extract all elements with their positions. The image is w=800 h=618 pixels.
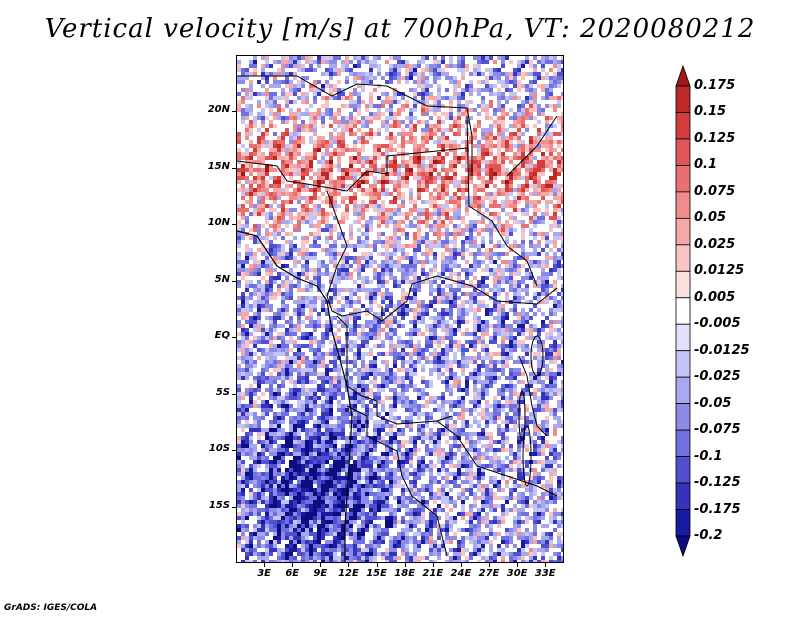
lon-tick bbox=[489, 563, 491, 567]
country-border bbox=[237, 147, 468, 192]
lon-label: 3E bbox=[257, 568, 271, 579]
lat-tick bbox=[232, 506, 236, 508]
colorbar-segment bbox=[675, 456, 691, 484]
colorbar-label: 0.15 bbox=[694, 104, 727, 120]
lat-tick bbox=[232, 393, 236, 395]
colorbar-segment bbox=[675, 482, 691, 510]
lat-label: 5S bbox=[215, 386, 230, 398]
lat-tick bbox=[232, 450, 236, 452]
country-border bbox=[237, 75, 473, 176]
colorbar-label: 0.175 bbox=[694, 78, 736, 93]
lon-label: 15E bbox=[366, 568, 387, 579]
country-border bbox=[346, 405, 448, 557]
colorbar-label: -0.1 bbox=[694, 448, 723, 464]
lat-label: 15N bbox=[207, 160, 230, 172]
lon-label: 18E bbox=[394, 568, 416, 579]
colorbar-label: 0.1 bbox=[694, 157, 718, 173]
colorbar-label: -0.005 bbox=[694, 316, 741, 332]
lon-label: 12E bbox=[338, 568, 359, 579]
colorbar-segment bbox=[675, 244, 691, 272]
lat-label: 10N bbox=[207, 217, 230, 229]
colorbar-segment bbox=[675, 85, 691, 113]
lat-tick bbox=[232, 111, 236, 113]
colorbar-label: -0.175 bbox=[694, 501, 741, 517]
colorbar-label: 0.05 bbox=[694, 210, 727, 226]
lon-tick bbox=[432, 563, 434, 567]
country-border bbox=[326, 190, 383, 322]
lon-label: 6E bbox=[285, 568, 300, 579]
colorbar-label: -0.025 bbox=[694, 369, 741, 385]
lat-tick bbox=[232, 224, 236, 226]
lat-label: 15S bbox=[208, 499, 230, 511]
lake bbox=[522, 425, 532, 487]
country-border bbox=[506, 115, 558, 177]
lon-label: 9E bbox=[313, 568, 328, 579]
lon-tick bbox=[264, 563, 266, 567]
colorbar-label: 0.005 bbox=[694, 289, 736, 305]
colorbar-segment bbox=[675, 217, 691, 246]
chart-title: Vertical velocity [m/s] at 700hPa, VT: 2… bbox=[44, 14, 756, 44]
colorbar-label: 0.025 bbox=[694, 236, 736, 252]
lon-tick bbox=[348, 563, 350, 567]
lon-tick bbox=[292, 563, 294, 567]
colorbar-segment bbox=[675, 138, 691, 166]
colorbar-label: 0.125 bbox=[694, 130, 736, 146]
colorbar-segment bbox=[675, 191, 691, 219]
lat-tick bbox=[232, 337, 236, 339]
lon-label: 27E bbox=[478, 568, 500, 579]
colorbar-segment bbox=[675, 112, 691, 140]
country-border bbox=[336, 315, 453, 425]
country-border bbox=[466, 115, 538, 287]
lon-tick bbox=[517, 563, 519, 567]
colorbar-top-arrow bbox=[675, 64, 691, 87]
colorbar-segment bbox=[675, 165, 691, 193]
colorbar-label: 0.075 bbox=[694, 183, 736, 199]
lon-label: 21E bbox=[422, 568, 444, 579]
lon-tick bbox=[320, 563, 322, 567]
lat-label: 20N bbox=[207, 104, 230, 116]
colorbar-label: -0.075 bbox=[694, 422, 741, 438]
colorbar-label: -0.125 bbox=[694, 475, 741, 491]
lat-label: 10S bbox=[208, 443, 230, 455]
colorbar-segment bbox=[675, 376, 691, 405]
colorbar-segment bbox=[675, 350, 691, 378]
credit-text: GrADS: IGES/COLA bbox=[4, 603, 98, 613]
lat-label: EQ bbox=[214, 330, 230, 342]
colorbar-bottom-arrow bbox=[675, 535, 691, 558]
lake bbox=[530, 335, 544, 377]
lake bbox=[518, 390, 526, 442]
country-border bbox=[381, 275, 558, 322]
lon-tick bbox=[545, 563, 547, 567]
lon-tick bbox=[376, 563, 378, 567]
country-border bbox=[518, 355, 548, 437]
colorbar-label: 0.0125 bbox=[694, 263, 745, 279]
map-panel bbox=[236, 55, 564, 563]
lat-tick bbox=[232, 280, 236, 282]
country-border bbox=[436, 420, 558, 497]
colorbar-label: -0.05 bbox=[694, 395, 732, 411]
lon-tick bbox=[404, 563, 406, 567]
colorbar-segment bbox=[675, 429, 691, 457]
colorbar-segment bbox=[675, 323, 691, 352]
colorbar-segment bbox=[675, 403, 691, 431]
lon-tick bbox=[460, 563, 462, 567]
colorbar-segment bbox=[675, 297, 691, 325]
colorbar-label: -0.0125 bbox=[694, 342, 750, 358]
colorbar-segment bbox=[675, 270, 691, 299]
lon-label: 30E bbox=[506, 568, 528, 579]
colorbar-label: -0.2 bbox=[694, 528, 723, 543]
coastline bbox=[237, 230, 353, 562]
lon-label: 24E bbox=[450, 568, 472, 579]
lon-label: 33E bbox=[534, 568, 556, 579]
velocity-field bbox=[237, 56, 563, 562]
colorbar-segment bbox=[675, 509, 691, 537]
lat-label: 5N bbox=[214, 273, 230, 285]
velocity-cells bbox=[237, 56, 563, 562]
lat-tick bbox=[232, 167, 236, 169]
